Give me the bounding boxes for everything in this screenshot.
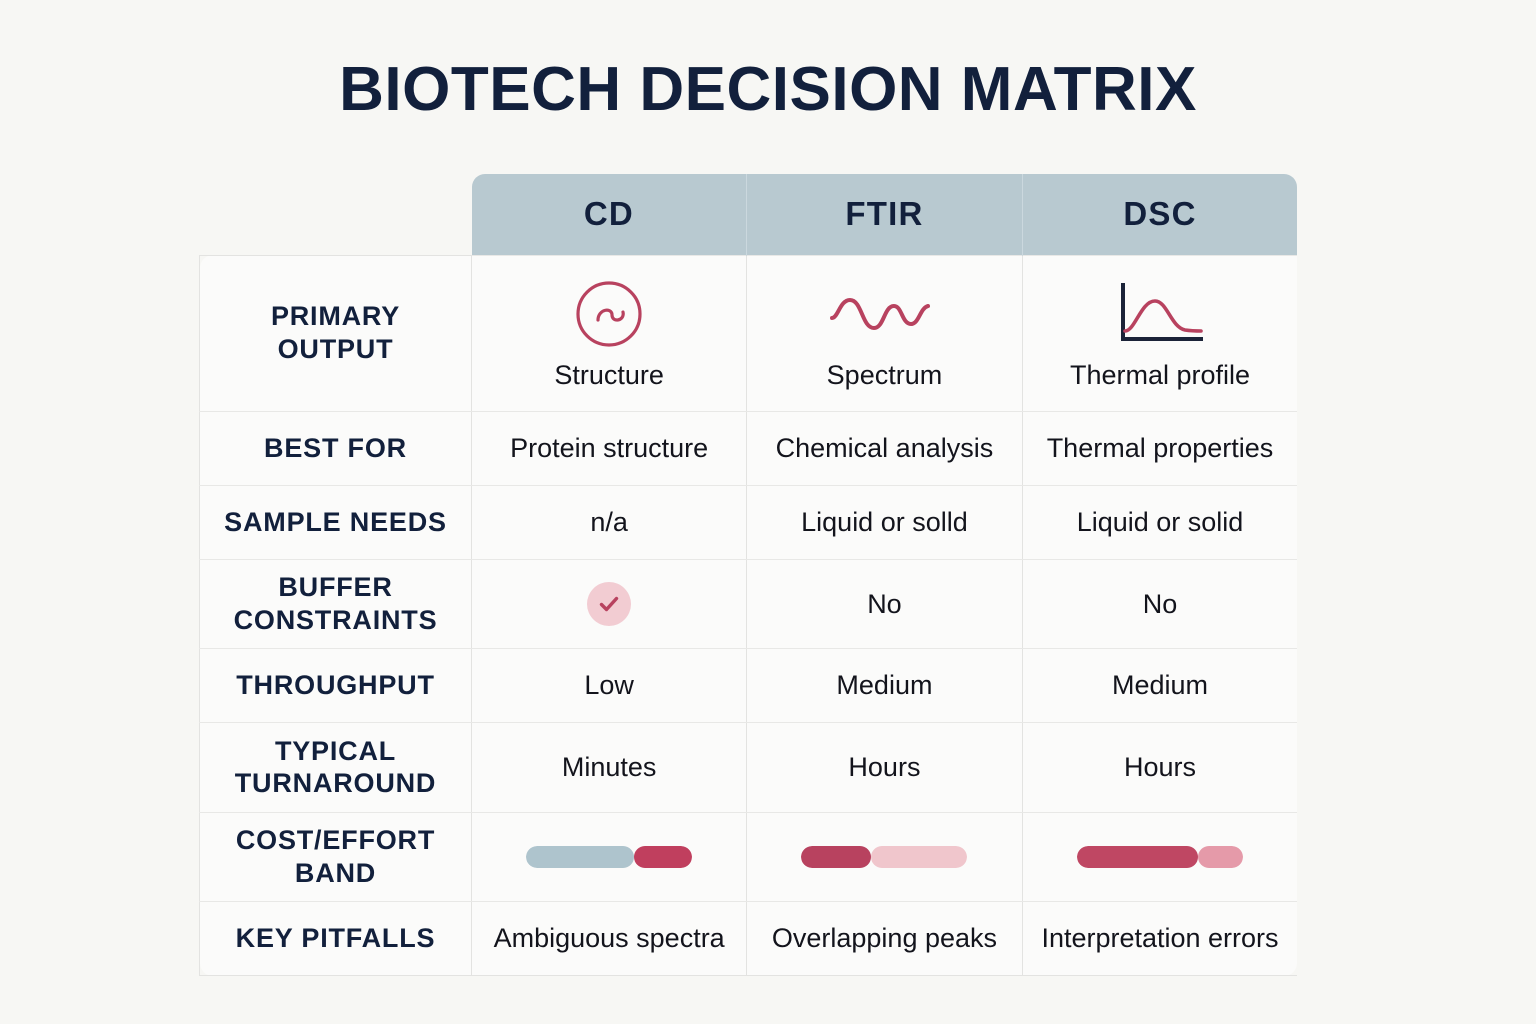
- row-label-typical-turnaround: TYPICAL TURNAROUND: [199, 722, 472, 813]
- column-header-ftir[interactable]: FTIR: [746, 174, 1023, 255]
- cell-typical-turnaround-cd: Minutes: [471, 722, 748, 813]
- table-header: CD FTIR DSC: [200, 174, 1298, 255]
- dsc-thermal-plot-icon: [1105, 276, 1215, 352]
- cost-effort-bar-dsc-segment-right: [1198, 845, 1243, 868]
- cell-throughput-dsc: Medium: [1022, 648, 1298, 724]
- caption-primary-output-dsc: Thermal profile: [1069, 359, 1251, 390]
- cell-throughput-cd: Low: [471, 648, 748, 724]
- page-title: BIOTECH DECISION MATRIX: [339, 55, 1197, 124]
- cost-effort-bar-cd-segment-right: [634, 845, 693, 868]
- table-row-throughput: THROUGHPUT Low Medium Medium: [199, 648, 1298, 724]
- cell-primary-output-ftir: Spectrum: [746, 254, 1023, 412]
- cell-buffer-constraints-cd: [471, 559, 748, 650]
- cell-key-pitfalls-dsc: Interpretation errors: [1022, 901, 1298, 977]
- cell-key-pitfalls-cd: Ambiguous spectra: [471, 901, 748, 977]
- row-label-key-pitfalls: KEY PITFALLS: [199, 901, 472, 977]
- table-row-best-for: BEST FOR Protein structure Chemical anal…: [199, 411, 1298, 486]
- column-header-cd[interactable]: CD: [471, 174, 748, 255]
- table-row-cost-effort-band: COST/EFFORT BAND: [199, 812, 1298, 902]
- cost-effort-bar-ftir-segment-right: [871, 845, 968, 868]
- cell-buffer-constraints-dsc: No: [1022, 559, 1298, 650]
- table-row-sample-needs: SAMPLE NEEDS n/a Liquid or solld Liquid …: [199, 485, 1298, 561]
- cell-sample-needs-cd: n/a: [471, 485, 748, 561]
- cost-effort-bar-ftir: [801, 845, 968, 868]
- column-header-dsc[interactable]: DSC: [1022, 174, 1298, 255]
- cell-primary-output-dsc: Thermal profile: [1022, 254, 1298, 412]
- cell-buffer-constraints-ftir: No: [746, 559, 1023, 650]
- row-label-primary-output: PRIMARY OUTPUT: [199, 254, 472, 412]
- cost-effort-bar-cd-segment-left: [526, 845, 635, 868]
- cost-effort-bar-dsc-segment-left: [1076, 845, 1199, 868]
- cd-structure-icon: [572, 276, 646, 352]
- row-label-cost-effort-band: COST/EFFORT BAND: [199, 812, 472, 902]
- table-row-buffer-constraints: BUFFER CONSTRAINTS No No: [199, 559, 1298, 650]
- cell-sample-needs-dsc: Liquid or solid: [1022, 485, 1298, 561]
- cell-typical-turnaround-ftir: Hours: [746, 722, 1023, 813]
- table-row-typical-turnaround: TYPICAL TURNAROUND Minutes Hours Hours: [199, 722, 1298, 813]
- check-icon: [587, 582, 632, 627]
- caption-primary-output-cd: Structure: [554, 359, 664, 390]
- ftir-spectrum-icon: [824, 276, 944, 352]
- decision-matrix-table: CD FTIR DSC PRIMARY OUTPUT: [199, 174, 1298, 977]
- table-row-primary-output: PRIMARY OUTPUT Structure: [199, 254, 1298, 412]
- cost-effort-bar-dsc: [1076, 845, 1243, 868]
- cell-typical-turnaround-dsc: Hours: [1022, 722, 1298, 813]
- cell-cost-effort-band-ftir: [746, 812, 1023, 902]
- header-corner-cell: [200, 174, 472, 255]
- caption-primary-output-ftir: Spectrum: [826, 359, 943, 390]
- row-label-buffer-constraints: BUFFER CONSTRAINTS: [199, 559, 472, 650]
- row-label-sample-needs: SAMPLE NEEDS: [199, 485, 472, 561]
- table-row-key-pitfalls: KEY PITFALLS Ambiguous spectra Overlappi…: [199, 901, 1298, 977]
- cost-effort-bar-cd: [526, 845, 693, 868]
- table-body: PRIMARY OUTPUT Structure: [199, 254, 1298, 977]
- cell-best-for-cd: Protein structure: [471, 411, 748, 486]
- cell-throughput-ftir: Medium: [746, 648, 1023, 724]
- cell-primary-output-cd: Structure: [471, 254, 748, 412]
- cell-best-for-ftir: Chemical analysis: [746, 411, 1023, 486]
- cell-cost-effort-band-dsc: [1022, 812, 1298, 902]
- row-label-throughput: THROUGHPUT: [199, 648, 472, 724]
- cell-sample-needs-ftir: Liquid or solld: [746, 485, 1023, 561]
- cell-key-pitfalls-ftir: Overlapping peaks: [746, 901, 1023, 977]
- header-row: CD FTIR DSC: [200, 174, 1298, 255]
- cell-best-for-dsc: Thermal properties: [1022, 411, 1298, 486]
- cell-cost-effort-band-cd: [471, 812, 748, 902]
- decision-matrix-card: CD FTIR DSC PRIMARY OUTPUT: [199, 174, 1298, 977]
- cost-effort-bar-ftir-segment-left: [801, 845, 872, 868]
- row-label-best-for: BEST FOR: [199, 411, 472, 486]
